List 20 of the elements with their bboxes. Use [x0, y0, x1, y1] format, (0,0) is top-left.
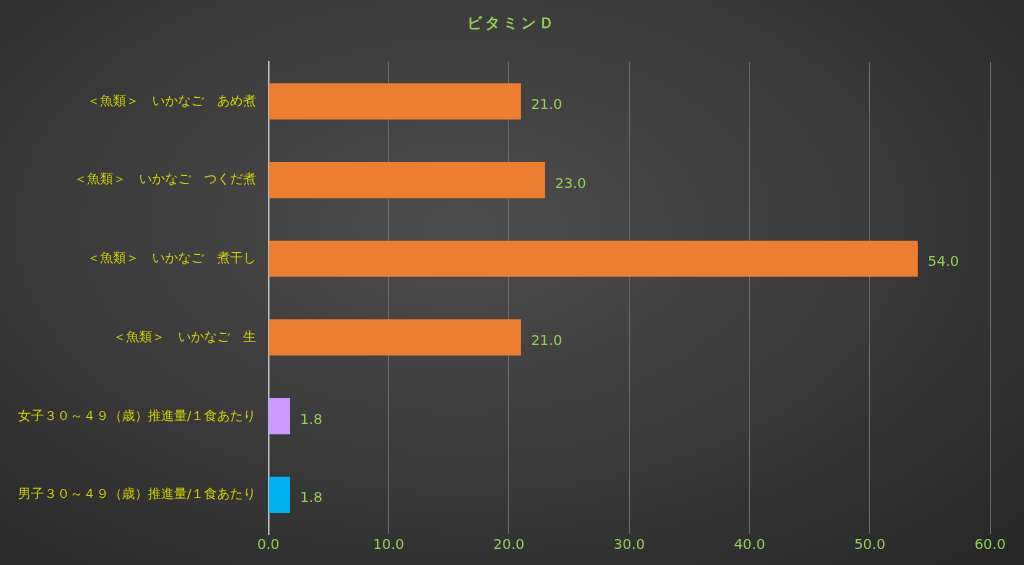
chart-title: ビタミンＤ: [466, 14, 558, 33]
y-tick-label: ＜魚類＞ いかなご あめ煮: [87, 92, 257, 108]
y-tick-label: 女子３０～４９（歳）推進量/１食あたり: [17, 407, 257, 423]
y-tick-label: 男子３０～４９（歳）推進量/１食あたり: [17, 486, 257, 502]
data-label: 1.8: [300, 489, 323, 506]
data-label: 1.8: [300, 410, 323, 427]
y-tick-label: ＜魚類＞ いかなご 煮干し: [87, 250, 257, 266]
x-tick-label: 50.0: [854, 536, 886, 553]
x-tick-label: 30.0: [613, 536, 645, 553]
data-label: 21.0: [530, 95, 563, 112]
data-label: 23.0: [555, 174, 587, 191]
data-label: 54.0: [927, 253, 960, 270]
data-label: 21.0: [530, 332, 563, 349]
y-tick-label: ＜魚類＞ いかなご つくだ煮: [74, 171, 257, 187]
x-tick-label: 40.0: [733, 536, 766, 553]
x-tick-label: 0.0: [257, 536, 280, 553]
x-tick-label: 20.0: [493, 536, 525, 553]
x-tick-label: 10.0: [373, 536, 405, 553]
x-tick-label: 60.0: [974, 536, 1006, 553]
y-tick-label: ＜魚類＞ いかなご 生: [113, 328, 257, 344]
